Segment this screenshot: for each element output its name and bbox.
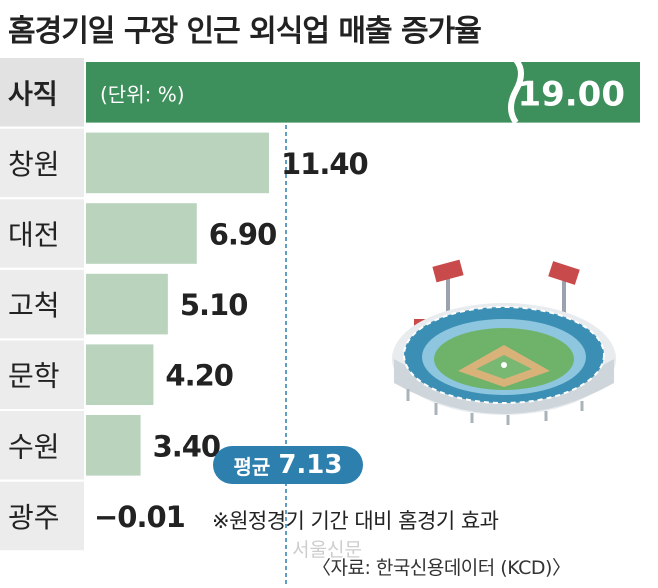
category-cell (0, 58, 84, 127)
bar (86, 415, 141, 476)
footnote: ※원정경기 기간 대비 홈경기 효과 (212, 509, 499, 533)
chart-title: 홈경기일 구장 인근 외식업 매출 증가율 (8, 14, 482, 49)
bar (86, 62, 640, 123)
data-label: 5.10 (180, 288, 248, 322)
category-cell (0, 269, 84, 339)
baseball-stadium-icon (392, 259, 616, 425)
bar (86, 273, 168, 335)
category-cell (0, 340, 84, 409)
category-label: 광주 (8, 501, 60, 534)
category-label: 문학 (8, 360, 60, 393)
bar (86, 203, 197, 264)
bar (86, 344, 154, 405)
average-label: 평균 (233, 454, 271, 479)
category-label: 고척 (8, 289, 60, 322)
source-note: 〈자료: 한국신용데이터 (KCD)〉 (312, 557, 571, 579)
category-cell (0, 481, 84, 551)
data-label: 3.40 (153, 429, 221, 463)
category-label: 사직 (8, 79, 58, 110)
bar (86, 132, 269, 194)
category-label: 대전 (8, 219, 60, 252)
category-label: 창원 (8, 148, 60, 181)
data-label: 11.40 (281, 147, 368, 181)
category-cell (0, 411, 84, 480)
average-value: 7.13 (278, 450, 343, 480)
watermark: 서울신문 (292, 539, 362, 561)
category-label: 수원 (8, 430, 60, 463)
data-label: −0.01 (94, 500, 185, 534)
data-label: 19.00 (517, 74, 625, 114)
average-badge: 평균 7.13 (213, 446, 363, 484)
data-label: 4.20 (165, 359, 233, 393)
category-cell (0, 128, 84, 198)
data-label: 6.90 (209, 218, 277, 252)
axis-break-mark (508, 58, 524, 125)
category-cell (0, 199, 84, 268)
unit-label: (단위: %) (100, 82, 185, 106)
